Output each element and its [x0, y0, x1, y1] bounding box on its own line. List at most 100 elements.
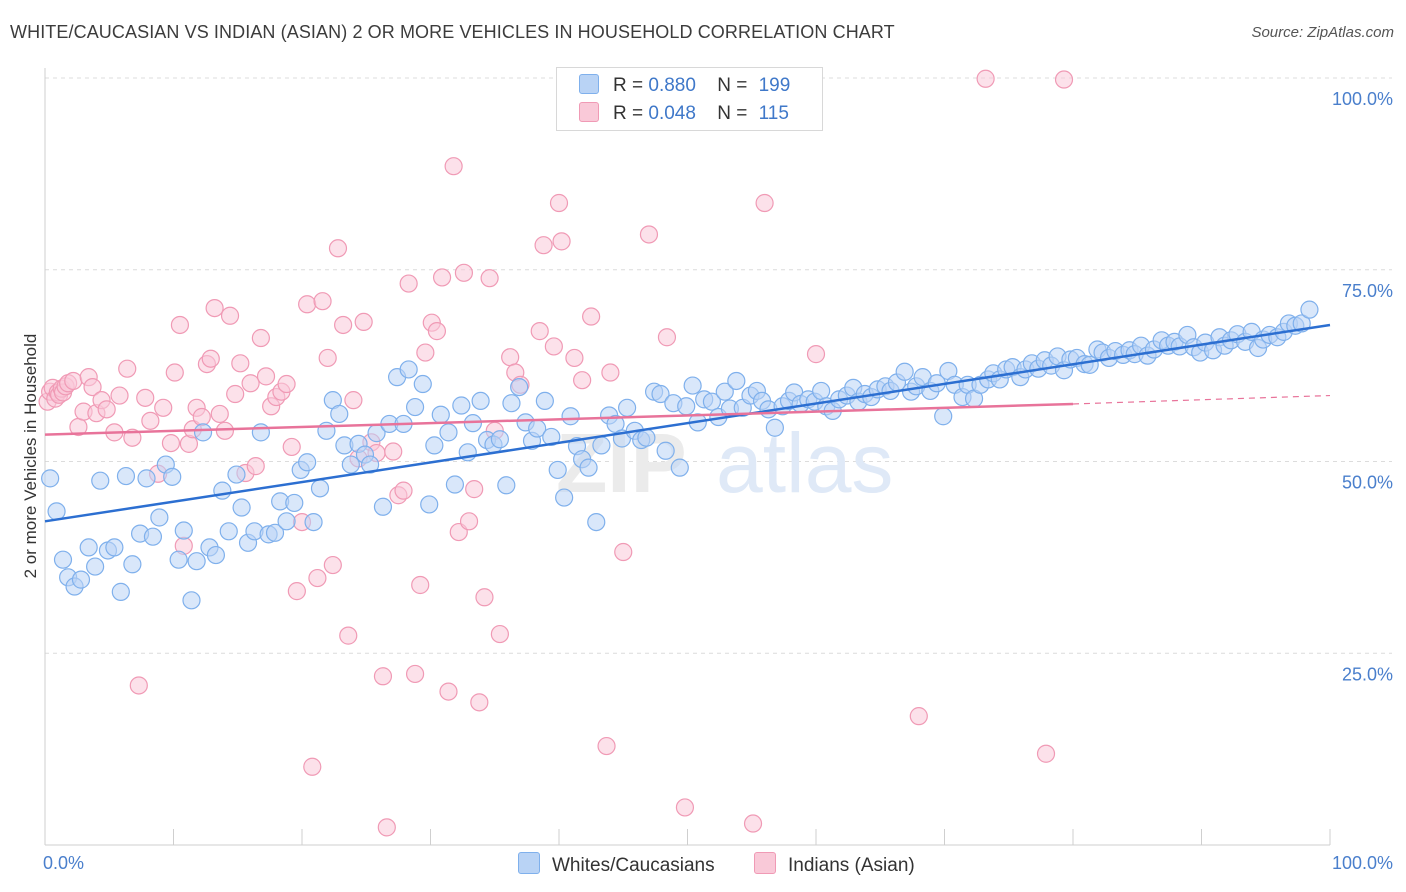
indians-point	[298, 295, 317, 314]
whites-point	[86, 557, 105, 576]
whites-point	[143, 527, 163, 546]
whites-point	[47, 502, 66, 521]
legend-row-indians: R = 0.048 N = 115	[579, 102, 789, 128]
y-axis-label: 2 or more Vehicles in Household	[21, 334, 40, 579]
whites-point	[677, 397, 696, 416]
indians-point	[251, 328, 270, 348]
whites-point	[471, 391, 490, 411]
whites-point	[251, 423, 270, 442]
indians-point	[201, 349, 220, 368]
whites-point	[587, 512, 606, 532]
axes	[44, 68, 1331, 846]
indians-point	[246, 457, 265, 476]
indians-point	[501, 348, 520, 367]
indians-point	[743, 814, 763, 833]
indians-point	[354, 312, 373, 332]
whites-point	[163, 467, 182, 486]
chart-title: WHITE/CAUCASIAN VS INDIAN (ASIAN) 2 OR M…	[10, 22, 895, 42]
y-tick-label: 50.0%	[1342, 473, 1393, 493]
indians-point	[1036, 744, 1056, 763]
indians-point	[118, 359, 137, 378]
series-whites-points	[41, 300, 1319, 610]
bottom-legend-indians: Indians (Asian)	[754, 852, 915, 877]
indians-point	[318, 348, 337, 368]
indians-point	[480, 269, 499, 288]
indians-point	[530, 322, 549, 341]
whites-point	[618, 398, 637, 417]
legend-swatch-whites	[579, 74, 599, 94]
whites-point	[137, 469, 156, 488]
indians-point	[165, 363, 184, 382]
indians-point	[411, 575, 430, 595]
indians-point	[427, 322, 447, 341]
legend-r-label: R =	[613, 103, 644, 124]
watermark: ZIP atlas	[556, 416, 893, 510]
whites-point	[41, 469, 60, 488]
indians-point	[323, 555, 342, 575]
indians-trend-line	[44, 402, 1074, 436]
whites-point	[116, 466, 136, 486]
whites-point	[232, 498, 251, 517]
indians-point	[976, 69, 995, 88]
tick-labels: 25.0% 50.0% 75.0% 100.0% 0.0% 100.0%	[43, 89, 1393, 873]
indians-point	[394, 481, 413, 500]
indians-point	[384, 442, 403, 461]
indians-point	[303, 757, 322, 776]
x-tick-label-max: 100.0%	[1332, 853, 1393, 873]
y-tick-label: 75.0%	[1342, 281, 1393, 301]
whites-point	[637, 428, 656, 447]
whites-point	[548, 460, 567, 480]
indians-point	[806, 345, 826, 364]
bottom-legend-swatch-indians	[754, 852, 776, 874]
whites-point	[727, 371, 746, 391]
indians-point	[241, 374, 260, 393]
indians-point	[459, 512, 479, 531]
legend-r-value-whites: 0.880	[648, 75, 696, 96]
whites-point	[71, 570, 91, 589]
indians-point	[639, 225, 659, 244]
indians-point	[544, 337, 563, 356]
indians-point	[614, 542, 633, 562]
indians-point	[123, 428, 142, 447]
whites-point	[310, 479, 330, 498]
whites-point	[934, 407, 953, 426]
legend-r-value-indians: 0.048	[648, 103, 696, 124]
whites-point	[405, 397, 425, 417]
indians-point	[129, 676, 148, 695]
whites-point	[490, 430, 509, 449]
legend-r-label: R =	[613, 75, 644, 96]
whites-point	[439, 423, 458, 442]
indians-point	[377, 818, 396, 837]
whites-point	[285, 493, 304, 513]
y-tick-label: 25.0%	[1342, 664, 1393, 684]
indians-point	[432, 268, 452, 287]
whites-point	[213, 481, 232, 500]
indians-point	[313, 292, 332, 311]
indians-point	[328, 239, 348, 258]
indians-point	[226, 384, 245, 404]
whites-trend-line	[44, 323, 1331, 523]
whites-point	[425, 436, 444, 455]
indians-point	[215, 421, 234, 440]
whites-point	[502, 394, 521, 413]
whites-point	[592, 436, 611, 455]
bottom-legend-whites: Whites/Caucasians	[518, 852, 715, 877]
x-tick-label-min: 0.0%	[43, 853, 84, 873]
whites-point	[535, 391, 554, 411]
indians-point	[582, 307, 601, 326]
indians-point	[210, 404, 229, 424]
whites-point	[187, 552, 206, 571]
whites-point	[193, 423, 213, 442]
indians-point	[439, 682, 458, 701]
gridlines	[45, 77, 1392, 654]
indians-point	[256, 367, 276, 386]
indians-point	[399, 274, 418, 293]
indians-point	[549, 193, 569, 213]
whites-point	[399, 360, 418, 379]
indians-point	[220, 306, 240, 325]
trend-lines	[44, 323, 1331, 523]
indians-point	[170, 315, 190, 335]
indians-point	[192, 407, 211, 427]
indians-point	[675, 798, 695, 817]
legend-n-label: N =	[717, 103, 748, 124]
